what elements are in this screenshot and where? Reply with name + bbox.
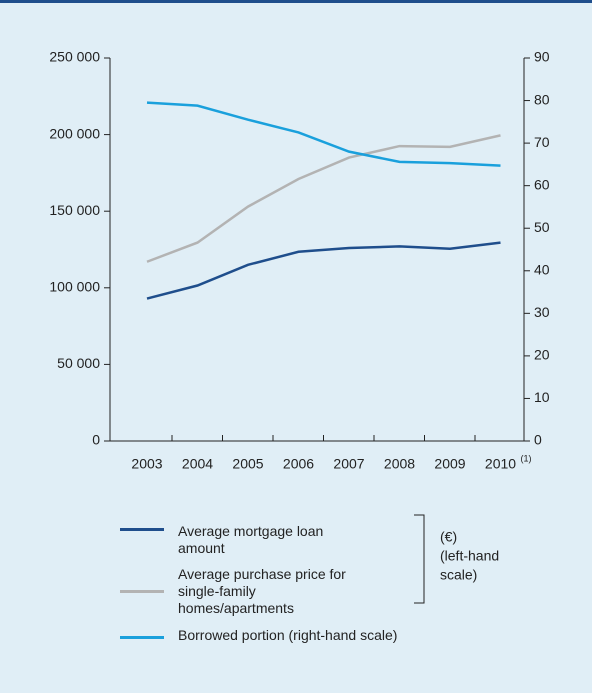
x-tick-label: 2009: [434, 456, 465, 472]
y2-tick-label: 80: [534, 91, 550, 107]
y-tick-label: 250 000: [49, 49, 100, 65]
legend-swatch: [120, 528, 164, 531]
y2-tick-label: 0: [534, 432, 542, 448]
chart: 0 50 000 100 000 150 000 200 000 250 000 0 10 20…: [49, 49, 550, 604]
line-series: [146, 101, 501, 167]
line-series: [146, 134, 501, 263]
legend-label: Average mortgage loan amount: [178, 523, 324, 556]
y2-tick-label: 70: [534, 134, 550, 150]
x-footnote: (1): [521, 453, 532, 463]
x-tick-label: 2004: [182, 456, 213, 472]
legend-label: Borrowed portion (right-hand scale): [178, 627, 398, 643]
y-tick-label: 200 000: [49, 125, 100, 141]
legend-label: Average purchase price for single-family…: [178, 566, 346, 616]
y-tick-label: 100 000: [49, 279, 100, 295]
y2-tick-label: 40: [534, 261, 550, 277]
line-series: [146, 241, 501, 300]
y2-tick-label: 20: [534, 347, 550, 363]
y-tick-label: 150 000: [49, 202, 100, 218]
y2-tick-label: 60: [534, 176, 550, 192]
x-tick-label: 2010: [485, 456, 516, 472]
x-tick-label: 2008: [384, 456, 415, 472]
y2-tick-label: 30: [534, 304, 550, 320]
bracket-note: (€): [440, 529, 457, 545]
y2-tick-label: 90: [534, 49, 550, 65]
x-tick-label: 2006: [283, 456, 314, 472]
bracket-note: scale): [440, 567, 477, 583]
bracket-note: (left-hand: [440, 548, 499, 564]
x-tick-label: 2005: [232, 456, 263, 472]
legend-swatch: [120, 636, 164, 639]
legend-swatch: [120, 590, 164, 593]
x-tick-label: 2003: [131, 456, 162, 472]
y-tick-label: 0: [92, 432, 100, 448]
y2-tick-label: 50: [534, 219, 550, 235]
y2-tick-label: 10: [534, 389, 550, 405]
y-tick-label: 50 000: [57, 355, 100, 371]
bracket: [414, 514, 425, 604]
x-tick-label: 2007: [333, 456, 364, 472]
